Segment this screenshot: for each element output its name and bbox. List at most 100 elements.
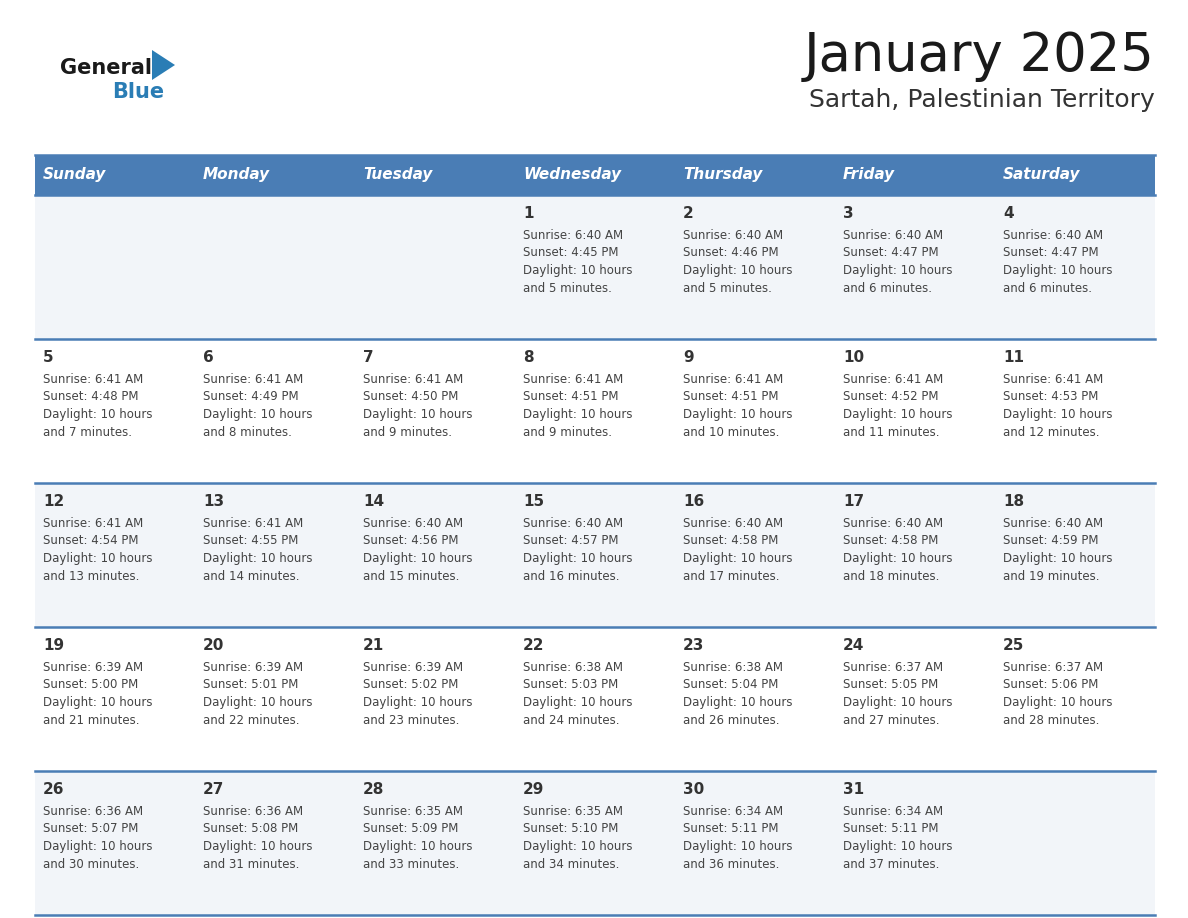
Text: Sunset: 4:58 PM: Sunset: 4:58 PM [683, 534, 778, 547]
Text: Daylight: 10 hours: Daylight: 10 hours [203, 552, 312, 565]
Text: Sunrise: 6:40 AM: Sunrise: 6:40 AM [364, 517, 463, 530]
Polygon shape [152, 50, 175, 80]
Text: Sunset: 4:52 PM: Sunset: 4:52 PM [843, 390, 939, 404]
Text: Sunset: 4:57 PM: Sunset: 4:57 PM [523, 534, 619, 547]
Text: 1: 1 [523, 206, 533, 221]
Text: 24: 24 [843, 638, 865, 653]
Text: Sunset: 4:56 PM: Sunset: 4:56 PM [364, 534, 459, 547]
Bar [835, 155, 996, 195]
Text: and 5 minutes.: and 5 minutes. [683, 282, 772, 295]
Bar [355, 771, 516, 915]
Text: and 6 minutes.: and 6 minutes. [843, 282, 933, 295]
Text: 6: 6 [203, 350, 214, 365]
Text: Daylight: 10 hours: Daylight: 10 hours [1003, 408, 1112, 421]
Text: 7: 7 [364, 350, 373, 365]
Bar [195, 483, 355, 627]
Text: Sunset: 4:55 PM: Sunset: 4:55 PM [203, 534, 298, 547]
Text: 25: 25 [1003, 638, 1024, 653]
Text: 14: 14 [364, 494, 384, 509]
Text: Sunrise: 6:41 AM: Sunrise: 6:41 AM [203, 373, 303, 386]
Text: Daylight: 10 hours: Daylight: 10 hours [43, 840, 152, 853]
Text: Daylight: 10 hours: Daylight: 10 hours [1003, 552, 1112, 565]
Text: Sunset: 4:50 PM: Sunset: 4:50 PM [364, 390, 459, 404]
Text: 17: 17 [843, 494, 864, 509]
Text: 10: 10 [843, 350, 864, 365]
Text: and 9 minutes.: and 9 minutes. [523, 426, 612, 439]
Text: Friday: Friday [843, 167, 895, 183]
Text: Sunrise: 6:41 AM: Sunrise: 6:41 AM [683, 373, 783, 386]
Text: and 13 minutes.: and 13 minutes. [43, 569, 139, 583]
Text: 21: 21 [364, 638, 384, 653]
Bar [195, 627, 355, 771]
Text: Sunrise: 6:40 AM: Sunrise: 6:40 AM [843, 229, 943, 242]
Text: Sunrise: 6:41 AM: Sunrise: 6:41 AM [1003, 373, 1104, 386]
Text: Daylight: 10 hours: Daylight: 10 hours [364, 552, 473, 565]
Text: and 16 minutes.: and 16 minutes. [523, 569, 619, 583]
Text: 16: 16 [683, 494, 704, 509]
Text: Sunset: 5:06 PM: Sunset: 5:06 PM [1003, 678, 1099, 691]
Text: and 23 minutes.: and 23 minutes. [364, 713, 460, 726]
Text: and 18 minutes.: and 18 minutes. [843, 569, 940, 583]
Text: 9: 9 [683, 350, 694, 365]
Bar [675, 195, 835, 339]
Text: Daylight: 10 hours: Daylight: 10 hours [43, 696, 152, 709]
Text: Daylight: 10 hours: Daylight: 10 hours [523, 840, 632, 853]
Text: 18: 18 [1003, 494, 1024, 509]
Text: Daylight: 10 hours: Daylight: 10 hours [203, 696, 312, 709]
Text: Daylight: 10 hours: Daylight: 10 hours [683, 840, 792, 853]
Text: Sunrise: 6:41 AM: Sunrise: 6:41 AM [523, 373, 624, 386]
Text: Sunset: 4:53 PM: Sunset: 4:53 PM [1003, 390, 1099, 404]
Text: and 34 minutes.: and 34 minutes. [523, 857, 619, 870]
Text: Sunrise: 6:34 AM: Sunrise: 6:34 AM [843, 805, 943, 818]
Bar [675, 771, 835, 915]
Text: Sunrise: 6:39 AM: Sunrise: 6:39 AM [43, 661, 143, 674]
Text: and 19 minutes.: and 19 minutes. [1003, 569, 1100, 583]
Text: Sunrise: 6:40 AM: Sunrise: 6:40 AM [683, 229, 783, 242]
Text: 31: 31 [843, 782, 864, 797]
Bar [996, 155, 1155, 195]
Bar [835, 195, 996, 339]
Bar [195, 339, 355, 483]
Text: Sunset: 4:49 PM: Sunset: 4:49 PM [203, 390, 298, 404]
Text: Daylight: 10 hours: Daylight: 10 hours [43, 408, 152, 421]
Bar [355, 483, 516, 627]
Text: Daylight: 10 hours: Daylight: 10 hours [683, 408, 792, 421]
Text: and 28 minutes.: and 28 minutes. [1003, 713, 1099, 726]
Bar [34, 627, 195, 771]
Text: Sunset: 5:04 PM: Sunset: 5:04 PM [683, 678, 778, 691]
Text: Thursday: Thursday [683, 167, 763, 183]
Text: and 26 minutes.: and 26 minutes. [683, 713, 779, 726]
Text: Sunrise: 6:40 AM: Sunrise: 6:40 AM [1003, 517, 1104, 530]
Text: and 31 minutes.: and 31 minutes. [203, 857, 299, 870]
Text: Daylight: 10 hours: Daylight: 10 hours [843, 696, 953, 709]
Text: Sunset: 4:45 PM: Sunset: 4:45 PM [523, 247, 619, 260]
Bar [996, 771, 1155, 915]
Text: Daylight: 10 hours: Daylight: 10 hours [364, 408, 473, 421]
Bar [516, 155, 675, 195]
Bar [195, 771, 355, 915]
Text: Sunrise: 6:40 AM: Sunrise: 6:40 AM [1003, 229, 1104, 242]
Text: Blue: Blue [112, 82, 164, 102]
Text: Daylight: 10 hours: Daylight: 10 hours [843, 408, 953, 421]
Text: Sunset: 5:10 PM: Sunset: 5:10 PM [523, 823, 619, 835]
Text: General: General [61, 58, 152, 78]
Text: Daylight: 10 hours: Daylight: 10 hours [683, 264, 792, 277]
Text: and 8 minutes.: and 8 minutes. [203, 426, 292, 439]
Text: Sunrise: 6:40 AM: Sunrise: 6:40 AM [523, 517, 624, 530]
Text: 26: 26 [43, 782, 64, 797]
Bar [34, 155, 195, 195]
Text: 12: 12 [43, 494, 64, 509]
Text: Daylight: 10 hours: Daylight: 10 hours [843, 264, 953, 277]
Bar [996, 195, 1155, 339]
Text: Daylight: 10 hours: Daylight: 10 hours [1003, 264, 1112, 277]
Text: Sunday: Sunday [43, 167, 107, 183]
Bar [34, 195, 195, 339]
Text: Tuesday: Tuesday [364, 167, 432, 183]
Text: and 17 minutes.: and 17 minutes. [683, 569, 779, 583]
Bar [675, 155, 835, 195]
Text: and 14 minutes.: and 14 minutes. [203, 569, 299, 583]
Text: Daylight: 10 hours: Daylight: 10 hours [523, 408, 632, 421]
Bar [516, 483, 675, 627]
Bar [675, 627, 835, 771]
Text: Sunset: 5:00 PM: Sunset: 5:00 PM [43, 678, 138, 691]
